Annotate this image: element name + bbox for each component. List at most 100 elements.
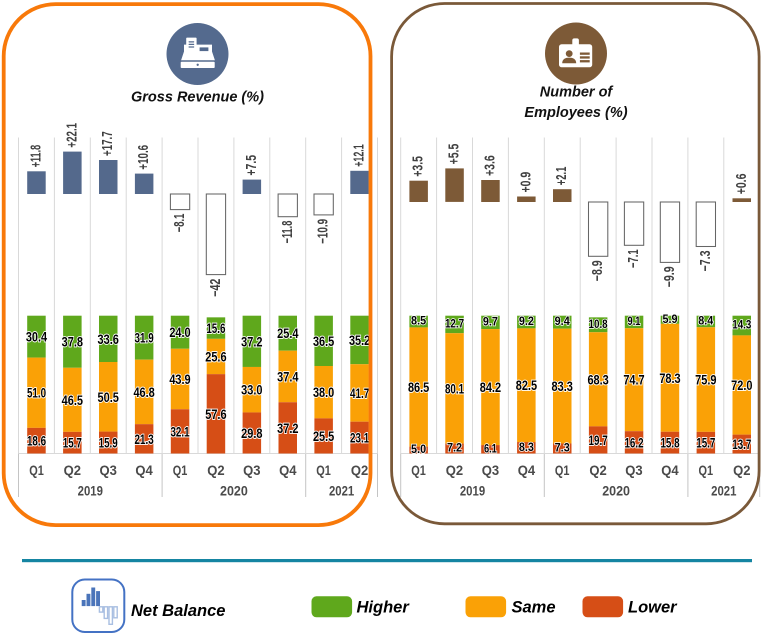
svg-text:10.8: 10.8	[589, 319, 609, 331]
svg-text:Q1: Q1	[699, 462, 714, 478]
svg-text:+17.7: +17.7	[100, 131, 116, 156]
svg-text:Q1: Q1	[411, 462, 426, 478]
svg-text:30.4: 30.4	[26, 329, 47, 345]
svg-text:Q2: Q2	[207, 462, 225, 478]
svg-text:15.8: 15.8	[660, 435, 679, 451]
svg-text:Gross Revenue (%): Gross Revenue (%)	[131, 90, 264, 106]
svg-text:15.6: 15.6	[206, 320, 225, 336]
svg-text:15.7: 15.7	[63, 435, 82, 451]
svg-text:74.7: 74.7	[623, 372, 644, 388]
svg-text:57.6: 57.6	[205, 406, 226, 422]
svg-text:+22.1: +22.1	[64, 123, 80, 148]
svg-text:86.5: 86.5	[408, 379, 429, 395]
svg-text:19.7: 19.7	[589, 432, 608, 448]
svg-text:Lower: Lower	[628, 599, 678, 617]
svg-text:46.8: 46.8	[133, 384, 154, 400]
svg-text:9.4: 9.4	[555, 316, 571, 328]
svg-text:Q3: Q3	[243, 462, 261, 478]
svg-text:37.2: 37.2	[241, 333, 262, 349]
svg-text:Q1: Q1	[555, 462, 570, 478]
svg-text:37.8: 37.8	[62, 334, 83, 350]
svg-text:33.0: 33.0	[241, 382, 262, 398]
svg-text:2020: 2020	[602, 483, 630, 499]
svg-text:80.1: 80.1	[445, 380, 464, 396]
svg-text:Q3: Q3	[482, 462, 500, 478]
svg-text:−7.1: −7.1	[626, 249, 642, 268]
svg-text:5.9: 5.9	[662, 314, 677, 326]
svg-text:Q1: Q1	[29, 462, 44, 478]
svg-text:12.7: 12.7	[445, 319, 464, 331]
svg-text:9.1: 9.1	[628, 316, 641, 328]
svg-text:13.7: 13.7	[732, 436, 751, 452]
svg-text:78.3: 78.3	[659, 370, 680, 386]
svg-text:7.3: 7.3	[555, 443, 570, 455]
svg-text:75.9: 75.9	[695, 372, 716, 388]
svg-text:Q1: Q1	[316, 462, 331, 478]
svg-text:15.9: 15.9	[99, 435, 118, 451]
svg-text:36.5: 36.5	[313, 333, 334, 349]
svg-text:Q1: Q1	[173, 462, 188, 478]
svg-text:−8.9: −8.9	[590, 260, 606, 281]
svg-text:Q2: Q2	[64, 462, 82, 478]
svg-text:18.6: 18.6	[27, 433, 46, 449]
svg-text:Q2: Q2	[446, 462, 464, 478]
svg-text:25.4: 25.4	[277, 325, 298, 341]
svg-text:82.5: 82.5	[516, 377, 537, 393]
svg-text:+3.6: +3.6	[482, 155, 498, 176]
svg-text:+10.6: +10.6	[136, 145, 152, 170]
svg-text:Same: Same	[512, 599, 556, 617]
svg-text:Net Balance: Net Balance	[131, 602, 225, 620]
svg-text:14.3: 14.3	[732, 320, 751, 332]
svg-text:25.6: 25.6	[205, 349, 226, 365]
svg-text:−11.8: −11.8	[280, 221, 296, 244]
svg-text:Q2: Q2	[733, 462, 751, 478]
svg-text:2019: 2019	[460, 483, 485, 499]
svg-text:+2.1: +2.1	[554, 167, 570, 186]
svg-text:Q2: Q2	[351, 462, 369, 478]
svg-text:Q3: Q3	[625, 462, 643, 478]
svg-text:8.4: 8.4	[698, 316, 714, 328]
svg-text:37.2: 37.2	[277, 420, 298, 436]
svg-text:16.2: 16.2	[624, 434, 643, 450]
svg-text:23.1: 23.1	[350, 430, 369, 446]
svg-text:9.2: 9.2	[519, 316, 534, 328]
svg-text:2021: 2021	[329, 483, 354, 499]
svg-text:46.5: 46.5	[62, 392, 83, 408]
svg-text:6.1: 6.1	[484, 443, 497, 455]
svg-text:41.7: 41.7	[350, 385, 369, 401]
svg-text:33.6: 33.6	[98, 331, 119, 347]
svg-text:38.0: 38.0	[313, 384, 334, 400]
svg-text:2019: 2019	[78, 483, 103, 499]
svg-text:50.5: 50.5	[98, 389, 119, 405]
svg-text:31.9: 31.9	[135, 330, 154, 346]
svg-text:−42: −42	[208, 279, 224, 297]
svg-text:72.0: 72.0	[731, 377, 752, 393]
svg-text:Number of: Number of	[540, 85, 615, 101]
svg-text:25.5: 25.5	[313, 428, 334, 444]
svg-text:68.3: 68.3	[587, 371, 608, 387]
svg-text:+5.5: +5.5	[447, 144, 463, 165]
svg-text:+3.5: +3.5	[411, 156, 427, 177]
svg-text:Q4: Q4	[518, 462, 536, 478]
svg-text:+0.6: +0.6	[734, 174, 750, 195]
svg-text:Q4: Q4	[279, 462, 297, 478]
svg-text:32.1: 32.1	[170, 423, 189, 439]
svg-text:35.2: 35.2	[349, 332, 370, 348]
svg-text:83.3: 83.3	[552, 378, 573, 394]
svg-text:Higher: Higher	[357, 599, 411, 617]
svg-text:37.4: 37.4	[277, 369, 298, 385]
svg-text:29.8: 29.8	[241, 425, 262, 441]
svg-text:Q4: Q4	[135, 462, 153, 478]
svg-text:Q2: Q2	[589, 462, 607, 478]
svg-text:+0.9: +0.9	[518, 172, 534, 193]
svg-text:2021: 2021	[711, 483, 736, 499]
svg-text:8.3: 8.3	[519, 442, 534, 454]
svg-text:24.0: 24.0	[169, 324, 190, 340]
svg-text:Q4: Q4	[661, 462, 679, 478]
svg-text:7.2: 7.2	[447, 443, 462, 455]
svg-text:−10.9: −10.9	[316, 219, 332, 244]
svg-text:+12.1: +12.1	[352, 144, 368, 167]
svg-text:43.9: 43.9	[169, 371, 190, 387]
svg-text:21.3: 21.3	[135, 431, 154, 447]
svg-text:+11.8: +11.8	[29, 145, 45, 168]
